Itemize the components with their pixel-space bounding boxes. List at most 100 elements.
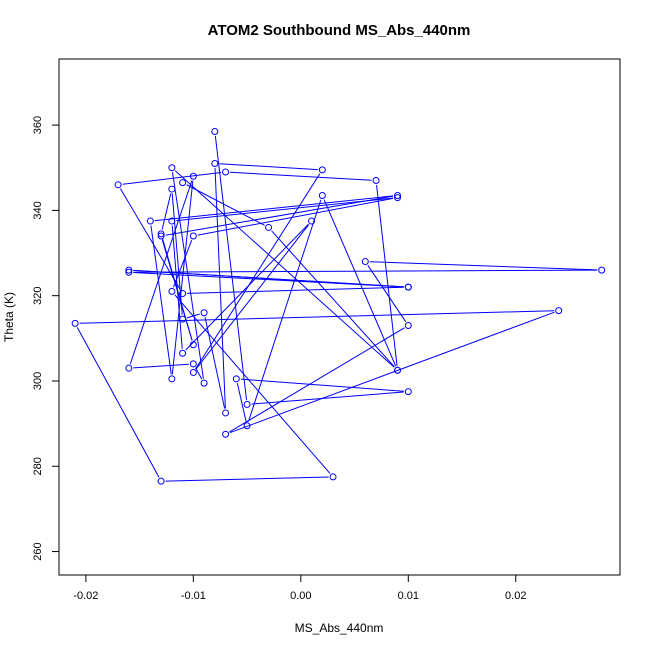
series-segment	[219, 163, 318, 171]
series-segment	[161, 193, 172, 230]
series-segment	[122, 172, 222, 185]
data-point	[404, 388, 412, 396]
data-point	[189, 232, 197, 240]
data-point	[168, 375, 176, 383]
data-point	[179, 179, 187, 187]
data-point	[394, 191, 402, 199]
x-axis-label: MS_Abs_440nm	[295, 621, 384, 635]
data-point	[308, 217, 316, 225]
chart-title: ATOM2 Southbound MS_Abs_440nm	[208, 22, 471, 39]
series-segment	[204, 317, 226, 409]
series-segment	[376, 184, 398, 366]
data-point	[318, 166, 326, 174]
series-segment	[133, 269, 404, 288]
data-point	[265, 223, 273, 231]
data-point	[243, 422, 251, 430]
series-segment	[174, 170, 395, 368]
data-point	[211, 127, 219, 135]
series-segment	[229, 311, 555, 434]
series-segment	[195, 367, 203, 380]
series-segment	[214, 167, 226, 409]
series-points	[71, 127, 606, 485]
series-segment	[174, 294, 331, 474]
data-point	[329, 473, 337, 481]
y-tick-label: 340	[32, 201, 44, 219]
series-segment	[133, 363, 189, 369]
x-axis: -0.02 -0.01 0.00 0.01 0.02	[73, 575, 526, 602]
data-point	[189, 368, 197, 376]
y-tick-label: 320	[32, 286, 44, 304]
data-point	[168, 217, 176, 225]
x-tick-label: 0.00	[290, 590, 311, 602]
data-point	[189, 360, 197, 368]
data-point	[125, 266, 133, 274]
data-point	[179, 349, 187, 357]
data-point	[200, 379, 208, 387]
data-point	[318, 191, 326, 199]
data-point	[168, 164, 176, 172]
x-tick-label: -0.02	[73, 590, 98, 602]
series-segment	[186, 184, 265, 226]
series-segment	[236, 383, 247, 422]
series-segment	[171, 180, 194, 375]
data-point	[404, 283, 412, 291]
series-segment	[171, 225, 183, 349]
x-tick-label: 0.02	[505, 590, 526, 602]
y-tick-label: 260	[32, 542, 44, 560]
y-axis-label: Theta (K)	[2, 292, 16, 342]
series-lines	[76, 135, 598, 482]
series-segment	[323, 199, 397, 367]
series-segment	[150, 225, 172, 375]
y-tick-label: 360	[32, 116, 44, 134]
series-segment	[214, 135, 248, 401]
data-point	[168, 185, 176, 193]
series-segment	[79, 310, 555, 324]
series-segment	[133, 269, 598, 273]
series-segment	[165, 195, 394, 236]
series-segment	[187, 286, 404, 294]
data-point	[179, 315, 187, 323]
series-segment	[76, 327, 160, 478]
data-point	[114, 181, 122, 189]
data-point	[404, 322, 412, 330]
series-segment	[195, 224, 310, 370]
data-point	[179, 290, 187, 298]
y-tick-label: 280	[32, 457, 44, 475]
data-point	[125, 268, 133, 276]
data-point	[232, 375, 240, 383]
series-segment	[251, 391, 404, 405]
data-point	[394, 194, 402, 202]
y-tick-label: 300	[32, 372, 44, 390]
plot-frame	[58, 58, 621, 576]
series-segment	[176, 197, 394, 222]
series-segment	[271, 230, 395, 368]
series-segment	[154, 195, 394, 222]
data-point	[222, 430, 230, 438]
data-point	[222, 409, 230, 417]
x-tick-label: -0.01	[181, 590, 206, 602]
data-point	[598, 266, 606, 274]
data-point	[372, 177, 380, 185]
y-axis: 260 280 300 320 340 360	[32, 116, 59, 561]
data-point	[222, 168, 230, 176]
x-tick-label: 0.01	[398, 590, 419, 602]
data-point	[189, 341, 197, 349]
series-segment	[165, 476, 329, 482]
data-point	[71, 319, 79, 327]
data-point	[394, 366, 402, 374]
data-point	[211, 159, 219, 167]
data-point	[125, 364, 133, 372]
series-segment	[247, 199, 322, 422]
data-point	[189, 172, 197, 180]
data-point	[168, 287, 176, 295]
data-point	[200, 309, 208, 317]
series-segment	[185, 223, 309, 351]
data-point	[555, 307, 563, 315]
data-point	[157, 230, 165, 238]
data-point	[361, 258, 369, 266]
data-point	[157, 477, 165, 485]
series-segment	[197, 197, 394, 236]
data-point	[157, 232, 165, 240]
series-segment	[240, 378, 404, 392]
